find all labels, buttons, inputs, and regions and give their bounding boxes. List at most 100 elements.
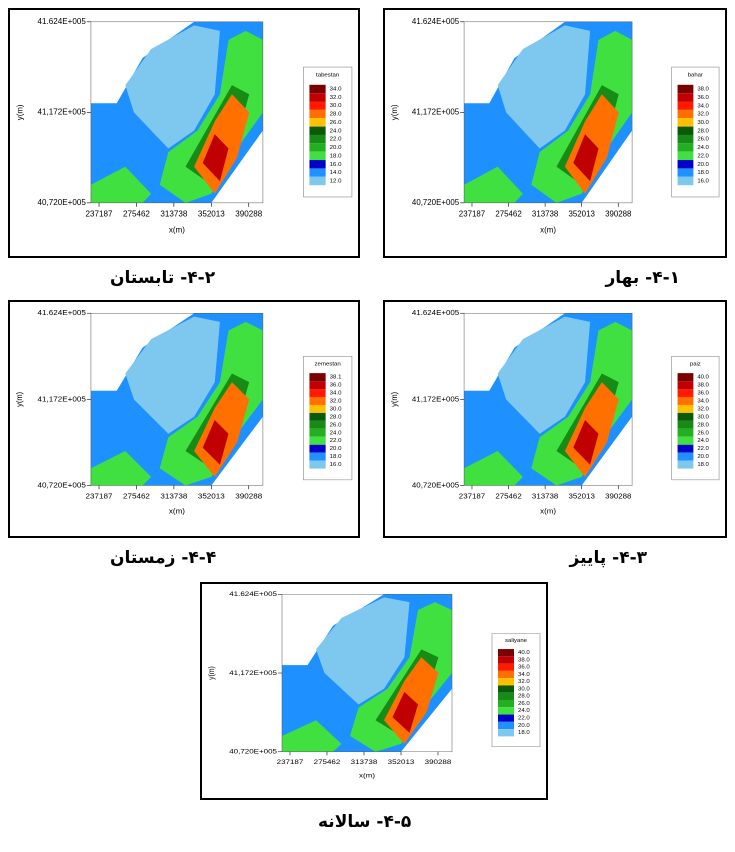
legend-swatch: [309, 404, 326, 413]
map-panel: 41.624E+005 41,172E+005 40,720E+005 y(m) 237…: [8, 300, 360, 538]
x-tick-label: 275462: [123, 210, 151, 219]
legend-swatch: [498, 649, 514, 657]
y-tick-label: 41.624E+005: [412, 17, 460, 26]
legend-label: 32.0: [330, 95, 342, 101]
y-tick-label: 41.624E+005: [38, 17, 87, 26]
legend-label: 20.0: [330, 446, 343, 452]
legend-label: 22.0: [697, 153, 709, 159]
x-tick-label: 237187: [86, 210, 114, 219]
legend-label: 30.0: [518, 687, 530, 693]
legend-label: 22.0: [330, 438, 343, 444]
legend-swatch: [677, 101, 694, 110]
legend-label: 12.0: [330, 179, 342, 185]
legend-label: 38.0: [697, 87, 709, 93]
legend-label: 24.0: [330, 128, 342, 134]
contour-region: [392, 691, 418, 733]
legend-label: 36.0: [518, 665, 530, 671]
legend-swatch: [309, 452, 326, 461]
contour-region: [464, 166, 523, 203]
legend-label: 26.0: [697, 137, 709, 143]
contour-region: [282, 720, 342, 752]
legend-label: 18.0: [697, 170, 709, 176]
legend-label: 20.0: [697, 162, 709, 168]
legend-label: 14.0: [330, 170, 342, 176]
y-tick-label: 41.624E+005: [412, 308, 459, 317]
legend-swatch: [677, 452, 694, 461]
x-tick-label: 390288: [605, 210, 632, 219]
legend-swatch: [677, 176, 694, 186]
x-tick-label: 352013: [198, 492, 225, 501]
legend-label: 28.0: [330, 415, 343, 421]
legend-label: 28.0: [330, 112, 342, 118]
x-tick-label: 313738: [160, 210, 188, 219]
legend-label: 20.0: [330, 145, 342, 151]
y-tick-label: 41,172E+005: [412, 395, 459, 404]
y-axis-label: y(m): [390, 104, 399, 120]
x-axis-label: x(m): [169, 507, 186, 516]
legend-swatch: [677, 118, 694, 127]
legend-label: 36.0: [697, 95, 709, 101]
contour-region: [90, 166, 152, 203]
x-tick-label: 237187: [86, 492, 113, 501]
legend-label: 32.0: [697, 112, 709, 118]
y-tick-label: 40,720E+005: [229, 747, 277, 755]
x-axis-label: x(m): [540, 507, 556, 516]
x-tick-label: 390288: [235, 210, 263, 219]
x-tick-label: 352013: [198, 210, 226, 219]
legend-label: 34.0: [330, 87, 342, 93]
legend-label: 34.0: [697, 399, 709, 405]
legend-label: 28.0: [518, 694, 530, 700]
legend-label: 40.0: [518, 650, 530, 656]
x-tick-label: 352013: [569, 492, 595, 501]
legend-swatch: [309, 460, 326, 469]
legend-swatch: [309, 176, 326, 186]
legend-swatch: [309, 436, 326, 445]
contour-region: [497, 316, 591, 434]
legend-label: 26.0: [330, 422, 343, 428]
x-tick-label: 390288: [605, 492, 631, 501]
contour-region: [497, 25, 591, 149]
legend-label: 34.0: [697, 103, 709, 109]
legend-title: bahar: [688, 73, 703, 79]
contour-region: [125, 316, 220, 434]
legend-swatch: [309, 126, 326, 135]
y-tick-label: 40,720E+005: [412, 481, 459, 490]
legend-label: 32.0: [697, 407, 709, 413]
legend-swatch: [677, 143, 694, 152]
legend-label: 18.0: [330, 153, 342, 159]
legend-title: paiz: [690, 361, 701, 367]
map-panel: 41.624E+005 41,172E+005 40,720E+005 y(m) 237…: [8, 8, 360, 258]
x-tick-label: 390288: [425, 757, 452, 765]
legend-label: 24.0: [518, 709, 530, 715]
legend-swatch: [309, 143, 326, 152]
legend-swatch: [309, 101, 326, 110]
legend-label: 36.0: [330, 383, 343, 389]
contour-region: [531, 321, 633, 486]
legend-label: 20.0: [518, 723, 530, 729]
x-axis-label: x(m): [169, 226, 185, 235]
legend-swatch: [309, 134, 326, 144]
y-tick-label: 40,720E+005: [412, 198, 460, 207]
legend-swatch: [309, 373, 326, 382]
legend-label: 28.0: [697, 422, 709, 428]
legend-swatch: [309, 389, 326, 398]
legend-label: 32.0: [330, 399, 343, 405]
legend-title: tabestan: [316, 73, 339, 79]
contour-region: [573, 134, 599, 182]
legend-label: 16.0: [697, 179, 709, 185]
x-tick-label: 352013: [388, 757, 415, 765]
y-tick-label: 41.624E+005: [229, 590, 277, 598]
map-panel: 41.624E+005 41,172E+005 40,720E+005 y(m) 237…: [200, 582, 548, 800]
legend-label: 26.0: [697, 430, 709, 436]
legend-label: 24.0: [697, 145, 709, 151]
legend-label: 18.0: [518, 730, 530, 736]
y-tick-label: 40,720E+005: [38, 481, 86, 490]
legend-label: 20.0: [697, 454, 709, 460]
legend-swatch: [677, 420, 694, 429]
legend-swatch: [498, 714, 514, 722]
y-tick-label: 41,172E+005: [38, 108, 87, 117]
legend-swatch: [677, 412, 694, 421]
contour-region: [90, 451, 152, 486]
x-axis-label: x(m): [540, 226, 556, 235]
